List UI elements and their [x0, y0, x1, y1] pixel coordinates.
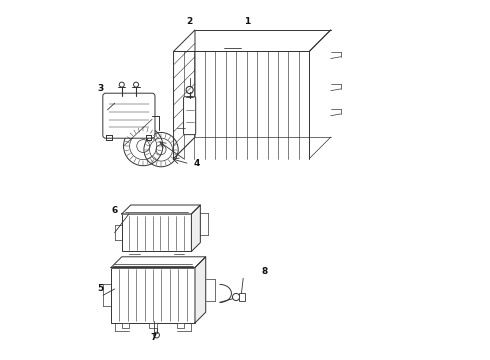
- Text: 3: 3: [97, 84, 103, 93]
- Text: 7: 7: [151, 333, 157, 342]
- Text: 5: 5: [97, 284, 103, 293]
- FancyBboxPatch shape: [103, 93, 155, 138]
- Text: 6: 6: [112, 206, 118, 215]
- Text: 8: 8: [262, 267, 268, 276]
- Bar: [111, 267, 195, 323]
- Polygon shape: [195, 257, 206, 323]
- Text: 4: 4: [194, 159, 200, 168]
- Bar: [122, 323, 129, 328]
- Bar: [177, 323, 184, 328]
- Polygon shape: [111, 257, 206, 267]
- Bar: [239, 293, 245, 301]
- Bar: [122, 214, 192, 251]
- FancyBboxPatch shape: [184, 97, 196, 135]
- Polygon shape: [192, 205, 200, 251]
- Text: 2: 2: [187, 17, 193, 26]
- Bar: [149, 323, 157, 328]
- Text: 1: 1: [244, 17, 250, 26]
- Polygon shape: [122, 205, 200, 214]
